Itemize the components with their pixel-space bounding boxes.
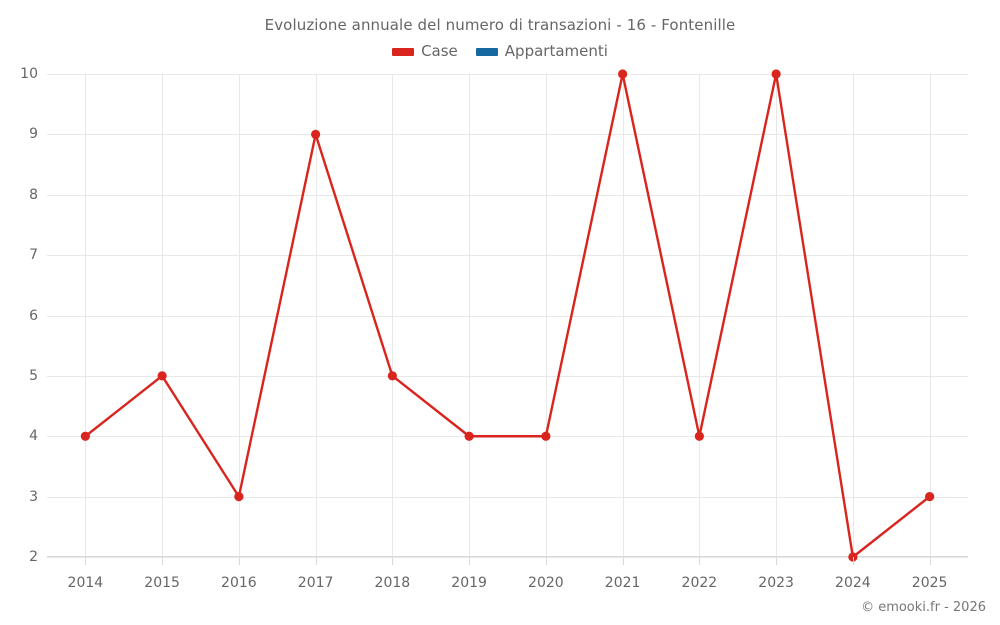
x-axis-tick-mark (545, 557, 547, 565)
gridline-vertical (622, 74, 624, 557)
chart-legend: Case Appartamenti (0, 44, 1000, 59)
y-axis-tick-label: 9 (29, 126, 38, 143)
legend-label-appartamenti: Appartamenti (504, 42, 608, 60)
gridline-horizontal (47, 557, 968, 558)
legend-label-case: Case (421, 42, 458, 60)
gridline-horizontal (47, 134, 968, 136)
x-axis-tick-label: 2025 (911, 575, 948, 591)
x-axis-tick-label: 2023 (758, 575, 794, 591)
series-line-case (84, 72, 931, 559)
x-axis-tick-mark (162, 557, 164, 565)
chart-title: Evoluzione annuale del numero di transaz… (264, 16, 736, 34)
gridline-vertical (776, 74, 778, 557)
plot-area (47, 69, 968, 562)
gridline-vertical (469, 74, 471, 557)
x-axis-tick-label: 2020 (528, 575, 564, 591)
x-axis-tick-label: 2021 (604, 575, 641, 591)
y-axis-tick-label: 3 (29, 488, 38, 505)
data-point-marker[interactable] (387, 371, 397, 381)
gridline-vertical (315, 74, 317, 557)
x-axis-tick-mark (622, 557, 624, 565)
gridline-vertical (545, 74, 547, 557)
data-point-marker[interactable] (157, 371, 167, 381)
x-axis-tick-label: 2014 (67, 575, 104, 591)
gridline-horizontal (47, 74, 968, 75)
legend-swatch-case-icon (392, 47, 415, 56)
gridline-vertical (162, 74, 164, 557)
data-point-marker[interactable] (541, 431, 551, 441)
data-point-marker[interactable] (80, 431, 90, 441)
x-axis-line (47, 556, 968, 557)
x-axis-tick-label: 2015 (144, 575, 180, 591)
gridline-horizontal (47, 255, 968, 257)
data-point-marker[interactable] (618, 69, 628, 79)
x-axis-tick-mark (776, 557, 778, 565)
gridline-horizontal (47, 194, 968, 196)
data-point-marker[interactable] (234, 492, 244, 502)
x-axis-tick-label: 2016 (221, 575, 257, 591)
gridline-vertical (238, 74, 240, 557)
gridline-vertical (852, 74, 854, 557)
y-axis-tick-label: 6 (29, 307, 38, 324)
x-axis-tick-label: 2024 (835, 575, 871, 591)
data-point-marker[interactable] (311, 129, 321, 139)
y-axis-tick-label: 2 (29, 549, 38, 565)
gridline-vertical (699, 74, 701, 557)
x-axis-tick-mark (392, 557, 394, 565)
footer-credit: © emooki.fr - 2026 (861, 600, 986, 615)
gridline-vertical (392, 74, 394, 557)
y-axis-tick-label: 8 (29, 186, 38, 203)
legend-item-appartamenti[interactable]: Appartamenti (475, 42, 608, 60)
gridline-vertical (929, 74, 931, 557)
y-axis-tick-label: 5 (29, 367, 38, 384)
x-axis-tick-label: 2018 (374, 575, 411, 591)
data-point-marker[interactable] (694, 431, 704, 441)
x-axis-tick-mark (469, 557, 471, 565)
y-axis-tick-label: 7 (29, 247, 38, 264)
x-axis-tick-label: 2019 (451, 575, 487, 591)
x-axis-tick-mark (929, 557, 931, 565)
gridline-horizontal (47, 496, 968, 498)
gridline-horizontal (47, 375, 968, 377)
data-series-layer (80, 69, 935, 562)
y-axis-tick-label: 10 (20, 66, 38, 82)
x-axis-tick-mark (852, 557, 854, 565)
x-axis-tick-mark (85, 557, 87, 565)
legend-swatch-appartamenti-icon (475, 47, 498, 56)
gridline-vertical (85, 74, 87, 557)
legend-item-case[interactable]: Case (392, 44, 458, 59)
data-point-marker[interactable] (771, 69, 781, 79)
data-point-marker[interactable] (925, 492, 935, 502)
x-axis-tick-mark (699, 557, 701, 565)
gridline-horizontal (47, 315, 968, 317)
data-point-marker[interactable] (464, 431, 474, 441)
x-axis-tick-mark (315, 557, 317, 565)
x-axis-tick-label: 2022 (681, 575, 718, 591)
y-axis-tick-label: 4 (29, 428, 38, 445)
x-axis-tick-mark (238, 557, 240, 565)
x-axis-tick-label: 2017 (297, 575, 334, 591)
